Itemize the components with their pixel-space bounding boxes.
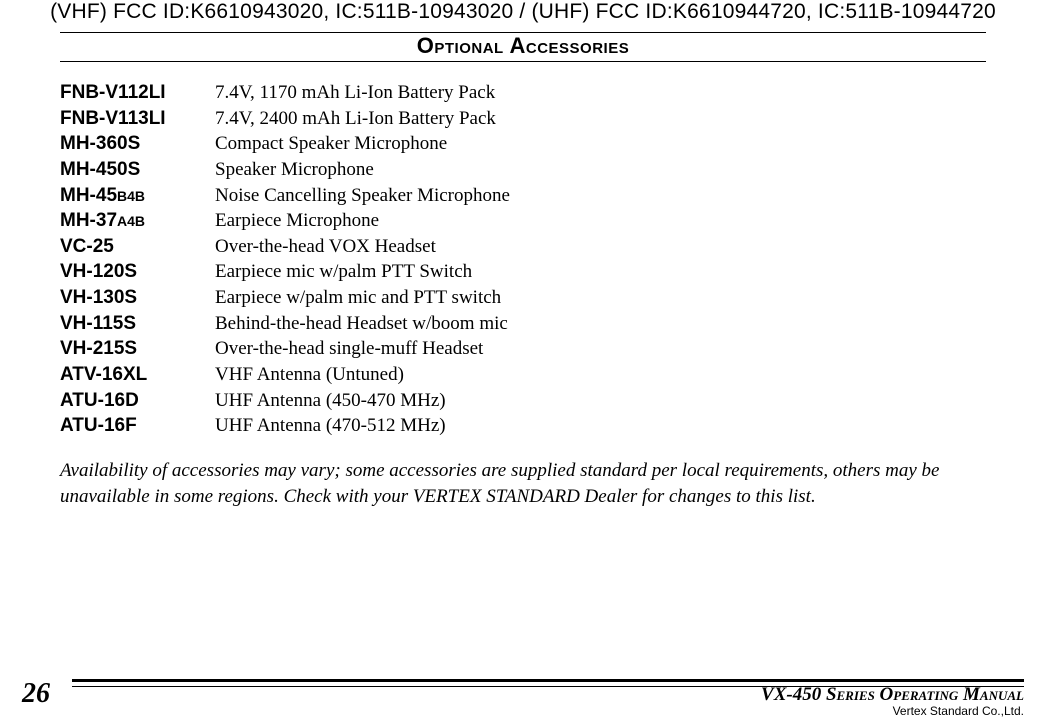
section-title: Optional Accessories	[417, 33, 629, 58]
accessory-row: VH-215SOver-the-head single-muff Headset	[60, 336, 986, 362]
accessory-code: ATV-16XL	[60, 362, 215, 388]
accessory-row: FNB-V112LI7.4V, 1170 mAh Li-Ion Battery …	[60, 80, 986, 106]
accessories-list: FNB-V112LI7.4V, 1170 mAh Li-Ion Battery …	[60, 80, 986, 439]
accessory-desc: Behind-the-head Headset w/boom mic	[215, 311, 508, 337]
accessory-row: ATV-16XLVHF Antenna (Untuned)	[60, 362, 986, 388]
accessory-row: MH-45B4BNoise Cancelling Speaker Microph…	[60, 183, 986, 209]
fcc-header: (VHF) FCC ID:K6610943020, IC:511B-109430…	[0, 0, 1046, 24]
accessory-desc: 7.4V, 1170 mAh Li-Ion Battery Pack	[215, 80, 495, 106]
accessory-desc: UHF Antenna (450-470 MHz)	[215, 388, 446, 414]
accessory-desc: Over-the-head single-muff Headset	[215, 336, 483, 362]
accessory-code: VC-25	[60, 234, 215, 260]
accessory-code: VH-120S	[60, 259, 215, 285]
page-footer: 26 VX-450 Series Operating Manual Vertex…	[22, 668, 1024, 718]
accessory-desc: UHF Antenna (470-512 MHz)	[215, 413, 446, 439]
accessory-code: VH-115S	[60, 311, 215, 337]
accessory-code-suffix: A4B	[117, 213, 145, 229]
accessory-code: ATU-16D	[60, 388, 215, 414]
accessory-desc: Earpiece w/palm mic and PTT switch	[215, 285, 501, 311]
accessory-code: FNB-V113LI	[60, 106, 215, 132]
accessory-code: ATU-16F	[60, 413, 215, 439]
accessory-desc: Compact Speaker Microphone	[215, 131, 447, 157]
accessory-desc: Speaker Microphone	[215, 157, 374, 183]
accessory-code: VH-130S	[60, 285, 215, 311]
page: (VHF) FCC ID:K6610943020, IC:511B-109430…	[0, 0, 1046, 728]
accessory-desc: 7.4V, 2400 mAh Li-Ion Battery Pack	[215, 106, 496, 132]
accessory-code: MH-360S	[60, 131, 215, 157]
accessory-row: MH-360SCompact Speaker Microphone	[60, 131, 986, 157]
availability-note: Availability of accessories may vary; so…	[60, 458, 986, 509]
accessory-row: ATU-16FUHF Antenna (470-512 MHz)	[60, 413, 986, 439]
accessory-desc: Over-the-head VOX Headset	[215, 234, 436, 260]
accessory-row: VH-130SEarpiece w/palm mic and PTT switc…	[60, 285, 986, 311]
accessory-row: ATU-16DUHF Antenna (450-470 MHz)	[60, 388, 986, 414]
accessory-code: FNB-V112LI	[60, 80, 215, 106]
accessory-row: MH-450SSpeaker Microphone	[60, 157, 986, 183]
accessory-code: VH-215S	[60, 336, 215, 362]
accessory-desc: Earpiece mic w/palm PTT Switch	[215, 259, 472, 285]
manual-title: VX-450 Series Operating Manual	[761, 684, 1024, 706]
accessory-row: FNB-V113LI7.4V, 2400 mAh Li-Ion Battery …	[60, 106, 986, 132]
accessory-code: MH-37A4B	[60, 208, 215, 234]
section-title-rule: Optional Accessories	[60, 32, 986, 62]
company-name: Vertex Standard Co.,Ltd.	[893, 704, 1024, 718]
accessory-code: MH-450S	[60, 157, 215, 183]
accessory-row: VC-25Over-the-head VOX Headset	[60, 234, 986, 260]
accessory-row: VH-115SBehind-the-head Headset w/boom mi…	[60, 311, 986, 337]
accessory-desc: VHF Antenna (Untuned)	[215, 362, 404, 388]
page-number: 26	[22, 678, 50, 710]
footer-rule-thick	[72, 679, 1024, 682]
accessory-code: MH-45B4B	[60, 183, 215, 209]
accessory-desc: Noise Cancelling Speaker Microphone	[215, 183, 510, 209]
accessory-code-suffix: B4B	[117, 188, 145, 204]
accessory-row: MH-37A4BEarpiece Microphone	[60, 208, 986, 234]
accessory-row: VH-120SEarpiece mic w/palm PTT Switch	[60, 259, 986, 285]
accessory-desc: Earpiece Microphone	[215, 208, 379, 234]
